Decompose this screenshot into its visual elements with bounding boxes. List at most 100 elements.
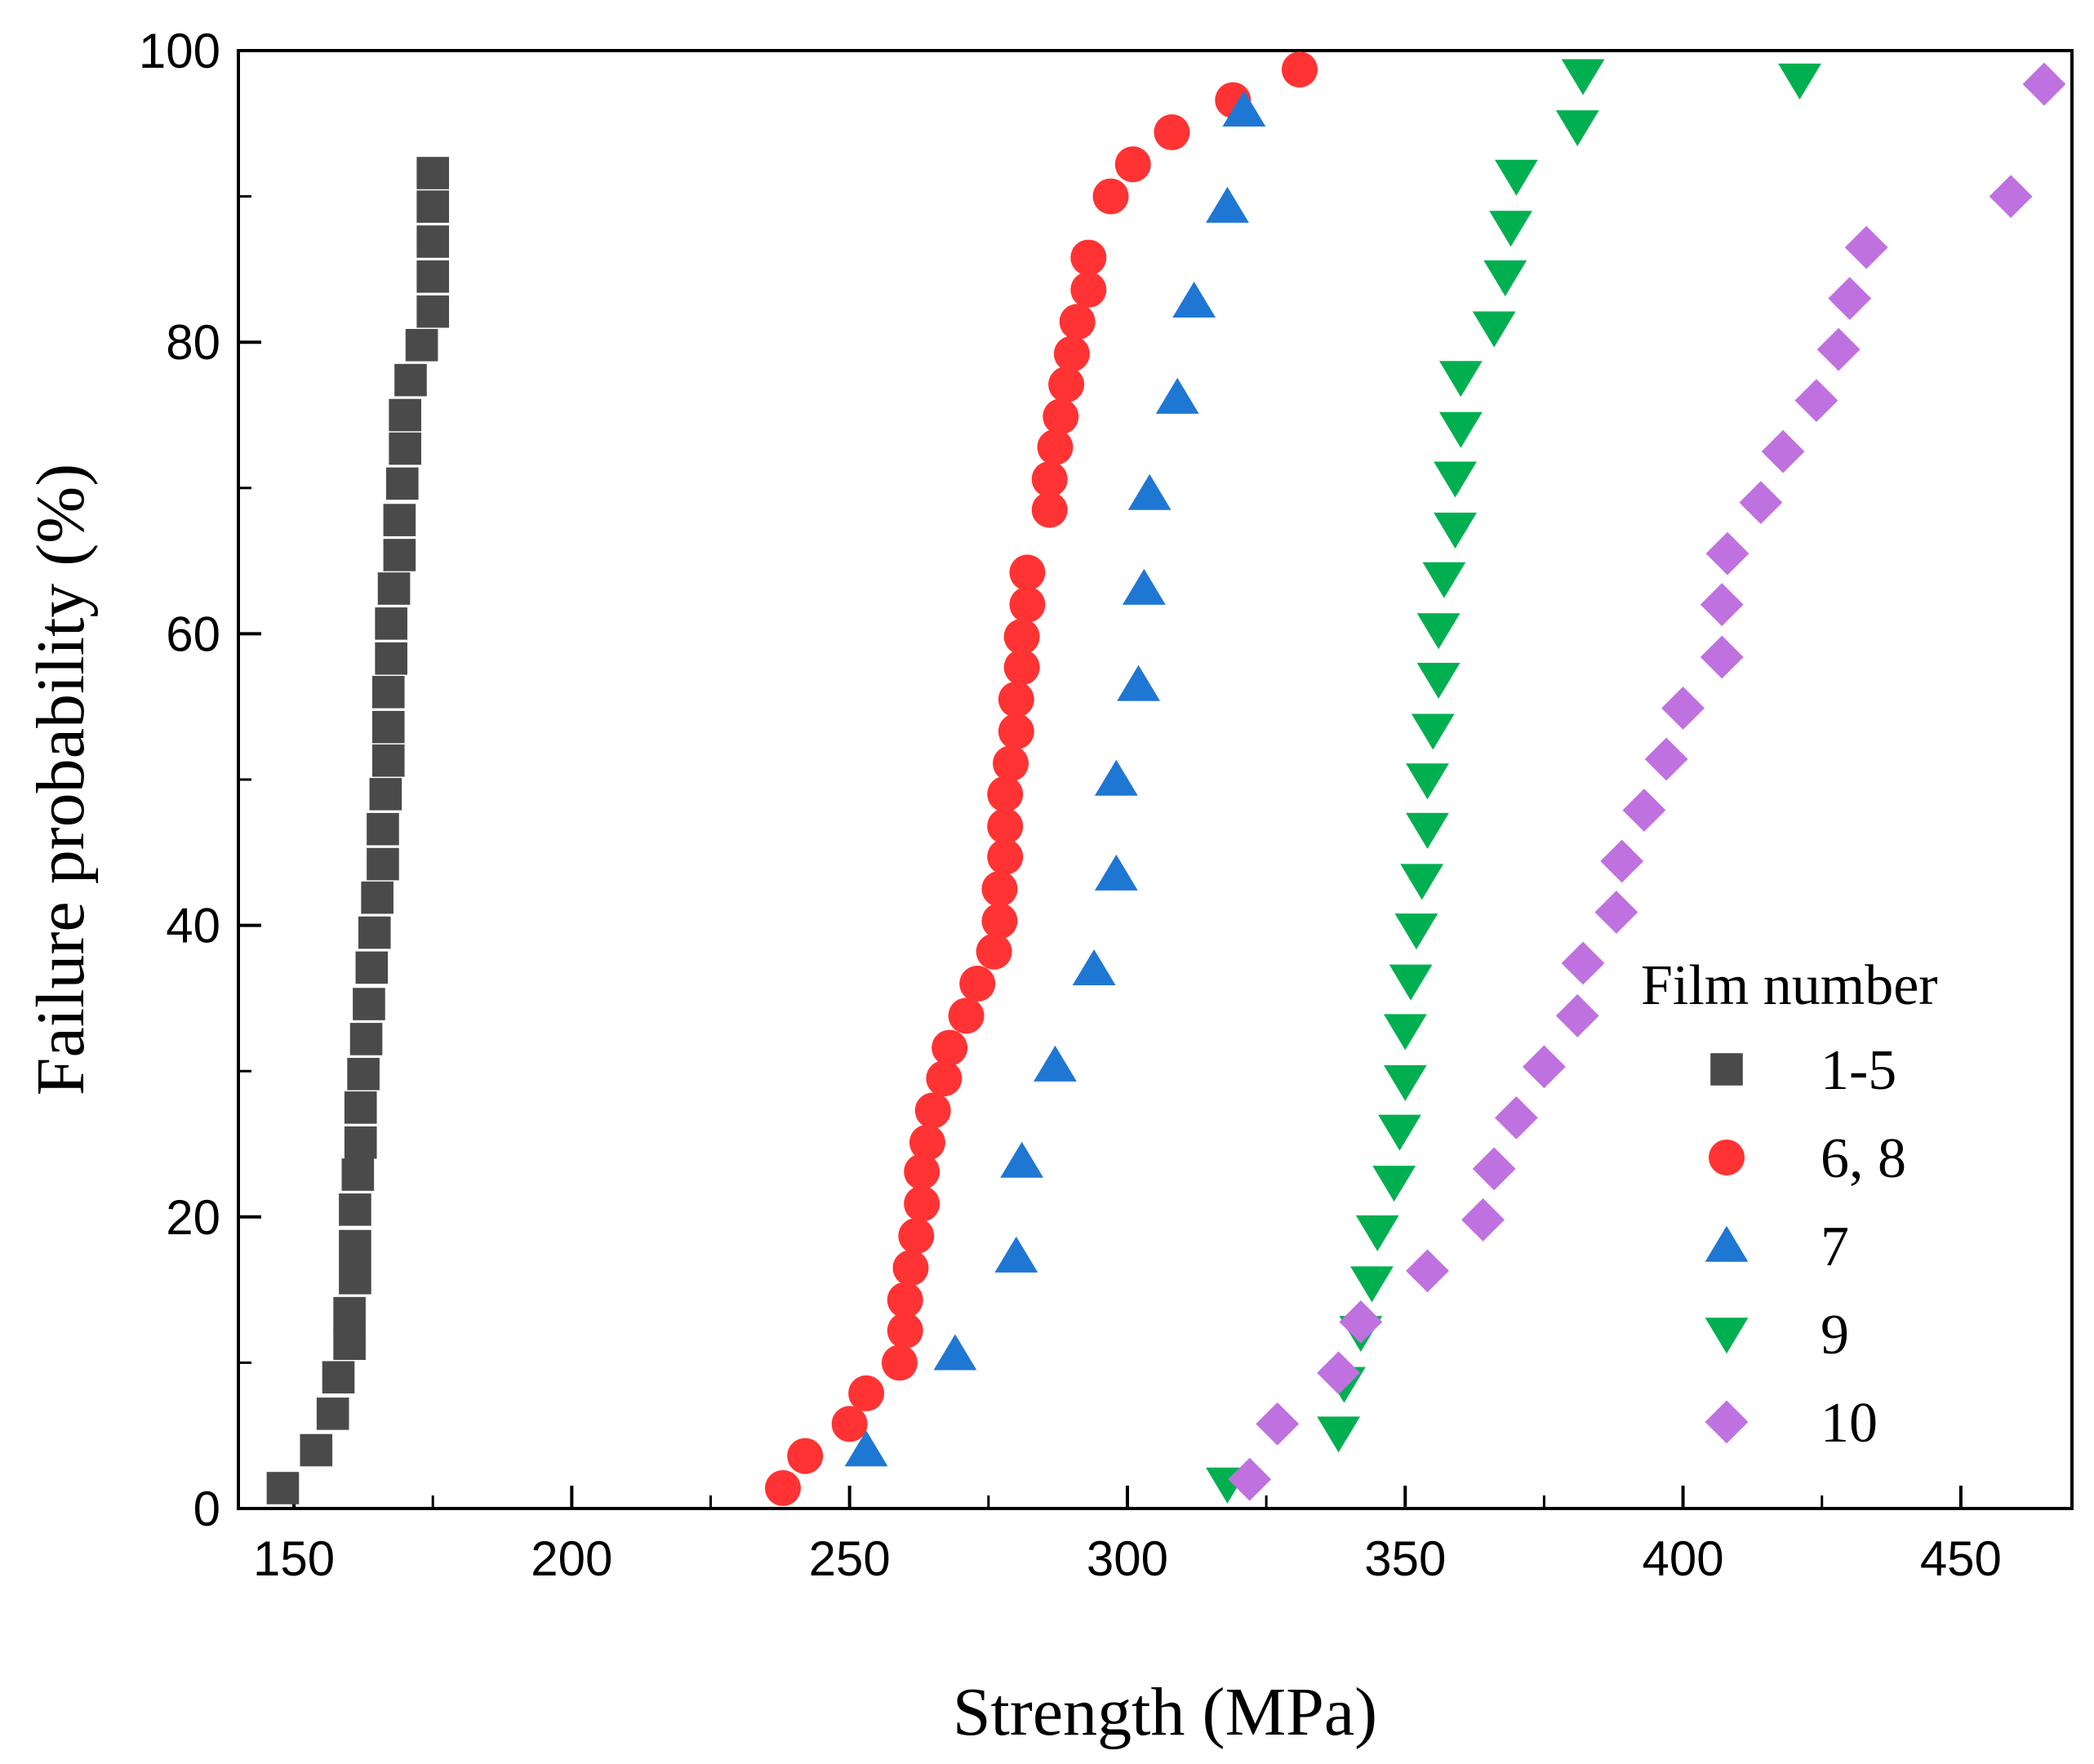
data-point	[333, 1296, 366, 1330]
legend-label: 6, 8	[1821, 1127, 1906, 1190]
data-point	[1489, 211, 1532, 247]
data-point	[1600, 839, 1644, 883]
data-point	[1070, 271, 1107, 308]
data-point	[1094, 854, 1138, 891]
data-point	[1594, 891, 1638, 934]
data-point	[1555, 110, 1599, 147]
data-point	[1416, 613, 1460, 650]
data-point	[1794, 379, 1838, 423]
legend-marker	[1710, 1053, 1743, 1086]
data-point	[1434, 513, 1477, 549]
data-point	[389, 432, 421, 465]
x-tick-label: 200	[531, 1531, 612, 1586]
data-point	[1411, 713, 1455, 750]
data-point	[371, 676, 405, 709]
x-axis: 150 200 250 300 350 400 450	[253, 1486, 2002, 1586]
legend-label: 7	[1821, 1215, 1849, 1278]
data-point	[892, 1250, 929, 1286]
y-axis: 0 20 40 60 80 100	[139, 24, 261, 1536]
data-point	[1700, 583, 1744, 627]
data-point	[344, 1091, 377, 1124]
series-diamond	[1228, 62, 2066, 1501]
data-point	[416, 225, 450, 258]
x-tick-label: 250	[809, 1531, 891, 1586]
data-point	[416, 190, 450, 223]
y-tick-label: 40	[166, 899, 220, 953]
legend-label: 10	[1821, 1392, 1878, 1455]
data-point	[383, 504, 416, 536]
data-point	[367, 847, 399, 881]
data-point	[1256, 1402, 1300, 1446]
legend-label: 9	[1821, 1304, 1849, 1366]
data-point	[1494, 159, 1538, 196]
legend-title: Film number	[1641, 954, 1938, 1017]
data-point	[1400, 864, 1444, 900]
data-point	[904, 1153, 940, 1190]
data-point	[375, 607, 407, 640]
x-tick-label: 450	[1920, 1531, 2002, 1586]
data-point	[339, 1262, 371, 1295]
data-point	[371, 744, 405, 777]
data-point	[316, 1397, 349, 1430]
legend-entries: 1-5 6, 8 7 9 10	[1705, 1039, 1906, 1455]
data-point	[385, 467, 419, 500]
x-axis-title: Strength (MPa)	[953, 1674, 1377, 1750]
legend-marker	[1705, 1317, 1749, 1354]
y-tick-label: 20	[166, 1190, 220, 1245]
y-tick-label: 0	[193, 1482, 220, 1536]
y-tick-label: 80	[166, 315, 220, 370]
data-point	[1350, 1266, 1394, 1303]
data-point	[1378, 1114, 1421, 1151]
data-point	[1438, 361, 1483, 398]
data-point	[1739, 481, 1783, 525]
data-point	[361, 881, 393, 914]
data-point	[931, 1029, 968, 1066]
series-triangle-down	[1206, 59, 1821, 1504]
data-point	[1406, 812, 1449, 849]
data-point	[1009, 586, 1046, 623]
data-point	[1003, 618, 1040, 655]
data-point	[1816, 327, 1861, 371]
data-point	[339, 1229, 371, 1263]
x-tick-label: 300	[1087, 1531, 1168, 1586]
data-point	[1070, 239, 1107, 276]
y-tick-label: 60	[166, 607, 220, 661]
data-point	[1989, 175, 2033, 218]
data-point	[383, 539, 416, 571]
data-point	[1561, 59, 1605, 96]
legend-marker	[1705, 1400, 1749, 1444]
data-series	[266, 51, 2066, 1506]
data-point	[1394, 913, 1438, 950]
data-point	[1383, 1064, 1427, 1101]
data-point	[1154, 114, 1190, 151]
x-tick-label: 350	[1364, 1531, 1446, 1586]
legend-entry: 1-5	[1710, 1039, 1896, 1102]
data-point	[322, 1361, 355, 1394]
data-point	[1555, 993, 1599, 1038]
data-point	[1072, 949, 1116, 985]
data-point	[377, 572, 411, 605]
legend-entry: 9	[1705, 1304, 1849, 1366]
data-point	[1053, 335, 1090, 372]
data-point	[981, 903, 1018, 940]
data-point	[1317, 1351, 1360, 1395]
data-point	[1561, 941, 1605, 985]
data-point	[987, 808, 1024, 845]
data-point	[1009, 554, 1046, 591]
data-point	[1117, 664, 1160, 701]
data-point	[394, 363, 427, 397]
data-point	[1228, 1457, 1272, 1501]
data-point	[1372, 1166, 1416, 1202]
data-point	[881, 1344, 918, 1381]
data-point	[367, 812, 399, 846]
data-point	[341, 1158, 375, 1191]
data-point	[1828, 277, 1872, 321]
data-point	[1389, 964, 1433, 1001]
data-point	[1059, 304, 1096, 340]
data-point	[1406, 763, 1449, 800]
data-point	[375, 642, 407, 675]
data-point	[998, 681, 1034, 718]
data-point	[904, 1185, 940, 1222]
